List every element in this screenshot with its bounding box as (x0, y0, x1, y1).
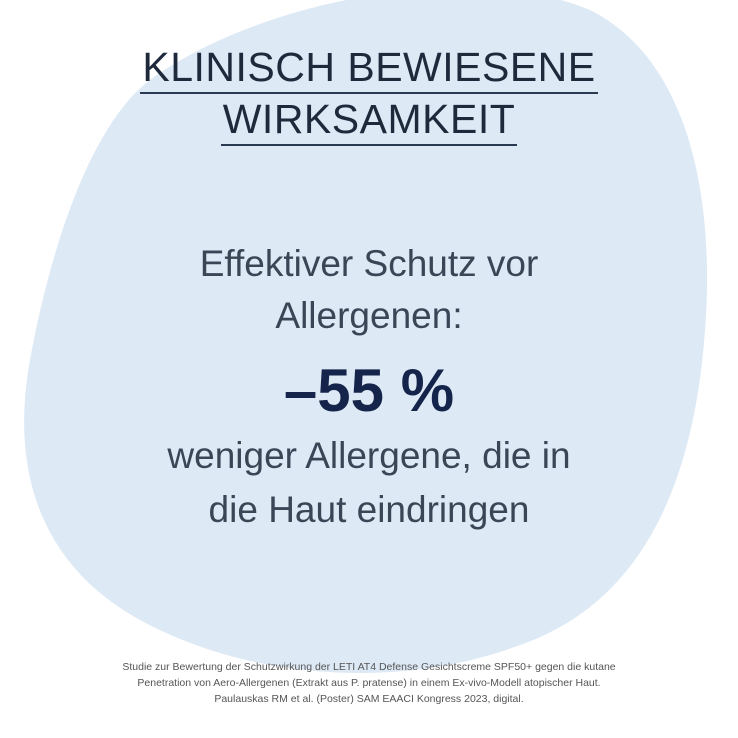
footnote: Studie zur Bewertung der Schutzwirkung d… (0, 659, 738, 707)
claim-line-4: die Haut eindringen (208, 489, 530, 530)
footnote-line-3: Paulauskas RM et al. (Poster) SAM EAACI … (214, 693, 524, 705)
heading-line-2: WIRKSAMKEIT (0, 96, 738, 146)
claim-line-2: Allergenen: (275, 295, 463, 336)
claim-value: –55 % (283, 357, 455, 424)
footnote-line-1: Studie zur Bewertung der Schutzwirkung d… (122, 661, 616, 673)
footnote-line-2: Penetration von Aero-Allergenen (Extrakt… (137, 677, 601, 689)
heading-line-1: KLINISCH BEWIESENE (0, 44, 738, 94)
claim-line-1: Effektiver Schutz vor (199, 243, 539, 284)
claim-line-3: weniger Allergene, die in (167, 435, 571, 476)
